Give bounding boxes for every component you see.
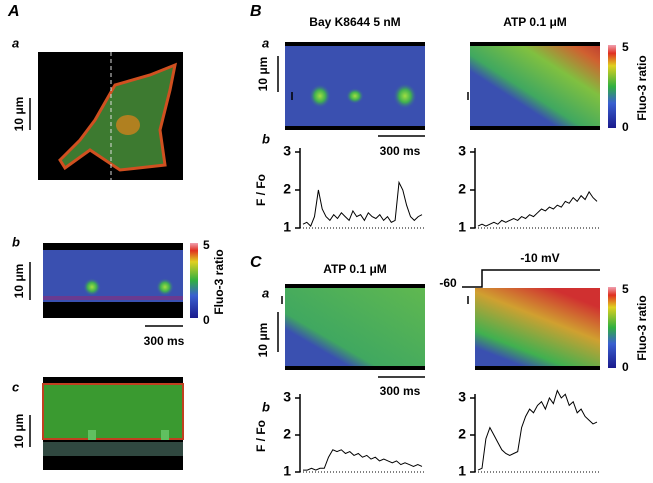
y-tick-label: 3 bbox=[283, 143, 291, 159]
colorbar-tick: 0 bbox=[622, 120, 629, 134]
linescan-image bbox=[470, 46, 600, 130]
spark bbox=[346, 88, 364, 104]
sub-label: c bbox=[12, 379, 20, 394]
y-tick-label: 3 bbox=[283, 389, 291, 405]
drug-bar bbox=[285, 284, 425, 288]
linescan-image bbox=[42, 383, 184, 440]
scale-label: 10 μm bbox=[12, 97, 26, 132]
colorbar-label: Fluo-3 ratio bbox=[635, 295, 649, 360]
y-tick-label: 2 bbox=[458, 181, 466, 197]
colorbar bbox=[190, 243, 198, 318]
panel-label: A bbox=[7, 3, 20, 20]
linescan-image bbox=[285, 366, 425, 370]
colorbar bbox=[608, 45, 616, 128]
sub-label: a bbox=[262, 35, 269, 50]
sub-label: b bbox=[12, 234, 20, 249]
sub-label: b bbox=[262, 399, 270, 414]
cell-feature bbox=[116, 115, 140, 135]
linescan-image bbox=[285, 126, 425, 130]
colorbar-tick: 0 bbox=[622, 360, 629, 374]
colorbar-tick: 5 bbox=[622, 40, 629, 54]
colorbar bbox=[608, 287, 616, 368]
trace bbox=[302, 180, 423, 227]
linescan-image bbox=[470, 126, 600, 130]
spark bbox=[309, 84, 331, 108]
spark bbox=[156, 278, 174, 296]
voltage-protocol bbox=[462, 269, 600, 288]
y-tick-label: 1 bbox=[458, 219, 466, 235]
y-tick-label: 1 bbox=[458, 463, 466, 479]
panel-label: C bbox=[250, 254, 262, 271]
condition-title: ATP 0.1 μM bbox=[503, 15, 567, 29]
y-tick-label: 2 bbox=[283, 181, 291, 197]
scale-label: 10 μm bbox=[12, 414, 26, 449]
scale-label: 10 μm bbox=[256, 323, 270, 358]
trace bbox=[477, 389, 598, 471]
spark bbox=[88, 430, 96, 440]
linescan-image bbox=[43, 442, 183, 456]
step-potential: -10 mV bbox=[520, 251, 559, 265]
sub-label: a bbox=[262, 285, 269, 300]
linescan-image bbox=[43, 296, 183, 300]
panel-label: B bbox=[250, 3, 262, 20]
linescan-image bbox=[475, 366, 600, 370]
linescan-image bbox=[475, 288, 600, 370]
trace bbox=[477, 190, 598, 227]
sub-label: a bbox=[12, 35, 19, 50]
y-tick-label: 3 bbox=[458, 143, 466, 159]
colorbar-label: Fluo-3 ratio bbox=[635, 55, 649, 120]
condition-title: Bay K8644 5 nM bbox=[309, 15, 400, 29]
scale-label: 10 μm bbox=[12, 264, 26, 299]
drug-bar bbox=[470, 42, 600, 46]
holding-potential: -60 bbox=[439, 276, 457, 290]
colorbar-tick: 5 bbox=[203, 238, 210, 252]
colorbar-tick: 5 bbox=[622, 282, 629, 296]
colorbar-tick: 0 bbox=[203, 313, 210, 327]
spark bbox=[161, 430, 169, 440]
trace bbox=[303, 449, 423, 471]
y-tick-label: 1 bbox=[283, 463, 291, 479]
time-label: 300 ms bbox=[380, 384, 421, 398]
y-tick-label: 2 bbox=[458, 426, 466, 442]
y-axis-label: F / Fo bbox=[254, 420, 268, 452]
condition-title: ATP 0.1 μM bbox=[323, 262, 387, 276]
drug-bar bbox=[285, 42, 425, 46]
scale-label: 10 μm bbox=[256, 57, 270, 92]
y-tick-label: 2 bbox=[283, 426, 291, 442]
spark bbox=[393, 83, 417, 109]
y-tick-label: 3 bbox=[458, 389, 466, 405]
linescan-image bbox=[285, 288, 425, 370]
cell-outline bbox=[58, 62, 178, 172]
y-tick-label: 1 bbox=[283, 219, 291, 235]
time-label: 300 ms bbox=[380, 144, 421, 158]
colorbar-label: Fluo-3 ratio bbox=[212, 249, 226, 314]
time-label: 300 ms bbox=[144, 334, 185, 348]
spark bbox=[83, 278, 101, 296]
sub-label: b bbox=[262, 131, 270, 146]
y-axis-label: F / Fo bbox=[254, 174, 268, 206]
